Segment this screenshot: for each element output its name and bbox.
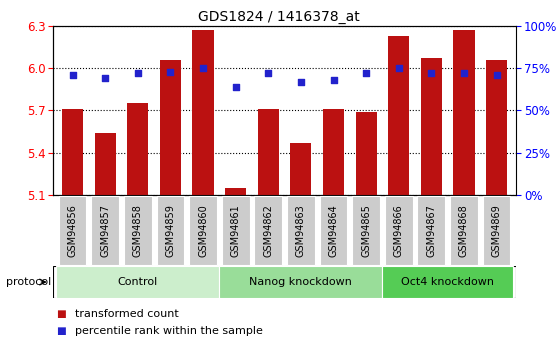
FancyBboxPatch shape [352, 196, 380, 265]
FancyBboxPatch shape [382, 266, 513, 298]
Text: GDS1824 / 1416378_at: GDS1824 / 1416378_at [198, 10, 360, 24]
Point [459, 70, 468, 76]
Text: transformed count: transformed count [75, 309, 179, 319]
Text: GSM94865: GSM94865 [361, 204, 371, 257]
Point [199, 66, 208, 71]
Bar [453, 30, 474, 195]
FancyBboxPatch shape [92, 196, 119, 265]
Point [264, 70, 273, 76]
FancyBboxPatch shape [287, 196, 315, 265]
FancyBboxPatch shape [450, 196, 478, 265]
Text: protocol: protocol [6, 277, 51, 287]
Text: GSM94867: GSM94867 [426, 204, 436, 257]
Point [166, 69, 175, 74]
FancyBboxPatch shape [385, 196, 412, 265]
FancyBboxPatch shape [222, 196, 249, 265]
Text: ■: ■ [56, 326, 65, 336]
Bar [388, 36, 410, 195]
Text: GSM94866: GSM94866 [394, 204, 404, 257]
Bar [355, 112, 377, 195]
FancyBboxPatch shape [124, 196, 152, 265]
Text: GSM94860: GSM94860 [198, 204, 208, 257]
Text: GSM94864: GSM94864 [329, 204, 339, 257]
Text: GSM94856: GSM94856 [68, 204, 78, 257]
FancyBboxPatch shape [417, 196, 445, 265]
Text: GSM94857: GSM94857 [100, 204, 110, 257]
FancyBboxPatch shape [157, 196, 184, 265]
Text: GSM94861: GSM94861 [230, 204, 240, 257]
Bar [193, 30, 214, 195]
Bar [95, 133, 116, 195]
Bar [323, 109, 344, 195]
Point [231, 84, 240, 89]
Point [133, 70, 142, 76]
FancyBboxPatch shape [59, 196, 86, 265]
Text: GSM94869: GSM94869 [492, 204, 502, 257]
Bar [486, 60, 507, 195]
Point [296, 79, 305, 85]
FancyBboxPatch shape [254, 196, 282, 265]
Point [492, 72, 501, 78]
Text: Oct4 knockdown: Oct4 knockdown [401, 277, 494, 287]
Text: GSM94859: GSM94859 [165, 204, 175, 257]
Text: GSM94862: GSM94862 [263, 204, 273, 257]
Bar [127, 104, 148, 195]
Text: Control: Control [118, 277, 158, 287]
FancyBboxPatch shape [320, 196, 348, 265]
Text: GSM94863: GSM94863 [296, 204, 306, 257]
Text: GSM94858: GSM94858 [133, 204, 143, 257]
FancyBboxPatch shape [189, 196, 217, 265]
FancyBboxPatch shape [219, 266, 382, 298]
Point [362, 70, 371, 76]
FancyBboxPatch shape [56, 266, 219, 298]
Text: GSM94868: GSM94868 [459, 204, 469, 257]
Point [101, 76, 110, 81]
Bar [225, 188, 246, 195]
Bar [62, 109, 83, 195]
Text: Nanog knockdown: Nanog knockdown [249, 277, 352, 287]
FancyBboxPatch shape [483, 196, 511, 265]
Bar [421, 58, 442, 195]
Point [427, 70, 436, 76]
Text: ■: ■ [56, 309, 65, 319]
Bar [160, 60, 181, 195]
Point [395, 66, 403, 71]
Point [68, 72, 77, 78]
Bar [290, 143, 311, 195]
Point [329, 77, 338, 83]
Text: percentile rank within the sample: percentile rank within the sample [75, 326, 263, 336]
Bar [258, 109, 279, 195]
